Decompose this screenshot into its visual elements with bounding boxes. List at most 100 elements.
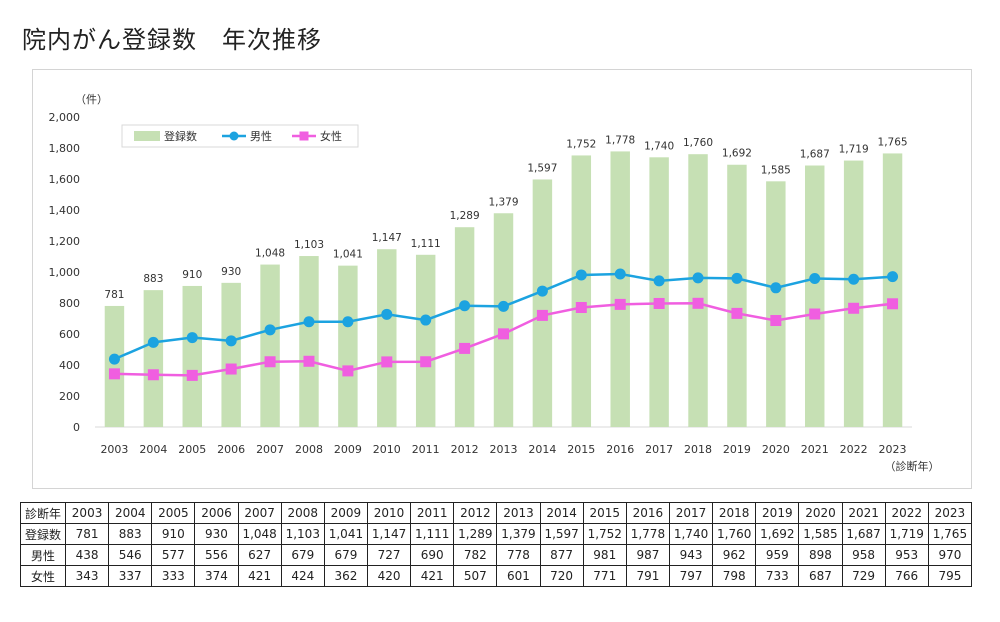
bar [143, 290, 164, 427]
x-tick-label: 2005 [178, 443, 206, 456]
table-row-label: 男性 [20, 544, 66, 566]
y-tick-label: 200 [59, 390, 80, 403]
table-year-cell: 2015 [582, 502, 627, 524]
table-year-cell: 2008 [280, 502, 325, 524]
table-row-label: 女性 [20, 565, 66, 587]
table-value-cell: 729 [841, 565, 886, 587]
bar [493, 213, 514, 427]
table-value-cell: 343 [64, 565, 110, 587]
male-point [186, 332, 198, 344]
female-point [459, 342, 471, 354]
bar-value-label: 1,719 [839, 144, 869, 156]
bar-value-label: 1,687 [800, 149, 830, 161]
bar [688, 154, 708, 427]
bar-value-label: 781 [104, 289, 124, 301]
female-point [614, 298, 626, 310]
table-value-cell: 1,692 [755, 523, 800, 545]
male-point [264, 324, 276, 336]
legend-label-male: 男性 [250, 129, 272, 143]
data-table: 診断年 2003 2004 2005 2006 2007 2008 2009 2010 2011 2… [20, 502, 973, 587]
female-point [381, 356, 393, 368]
table-value-cell: 601 [496, 565, 541, 587]
bar-value-label: 930 [221, 266, 241, 278]
table-value-cell: 1,147 [366, 523, 412, 545]
male-point [536, 285, 548, 297]
y-tick-label: 1,400 [49, 204, 81, 217]
table-value-cell: 627 [237, 544, 282, 566]
x-tick-label: 2016 [606, 443, 634, 456]
table-year-cell: 2012 [453, 502, 498, 524]
male-point [381, 308, 393, 320]
table-value-cell: 556 [194, 544, 239, 566]
table-year-cell: 2019 [755, 502, 800, 524]
table-value-cell: 930 [194, 523, 239, 545]
table-value-cell: 910 [151, 523, 196, 545]
table-value-cell: 727 [366, 544, 412, 566]
page-title: 院内がん登録数 年次推移 [22, 26, 322, 54]
bar-value-label: 910 [182, 269, 202, 281]
table-header-label: 診断年 [20, 502, 66, 524]
table-value-cell: 898 [798, 544, 843, 566]
table-value-cell: 791 [625, 565, 670, 587]
bar-value-label: 1,740 [644, 140, 674, 152]
bar [260, 264, 280, 427]
male-point [303, 316, 315, 328]
female-point [887, 298, 899, 310]
table-value-cell: 981 [582, 544, 627, 566]
table-value-cell: 421 [237, 565, 282, 587]
table-value-cell: 970 [927, 544, 973, 566]
table-value-cell: 421 [410, 565, 455, 587]
male-point [459, 300, 471, 312]
table-value-cell: 577 [151, 544, 196, 566]
y-tick-label: 1,000 [49, 266, 81, 279]
male-point [225, 335, 237, 347]
bar [415, 254, 436, 427]
table-value-cell: 687 [798, 565, 843, 587]
table-year-cell: 2020 [798, 502, 843, 524]
x-tick-label: 2020 [762, 443, 790, 456]
y-tick-label: 1,600 [49, 173, 81, 186]
female-point [848, 302, 860, 314]
legend-label-female: 女性 [320, 129, 342, 143]
female-point [420, 356, 432, 368]
female-point [264, 356, 276, 368]
table-value-cell: 1,041 [323, 523, 368, 545]
bar-value-label: 1,289 [450, 210, 480, 222]
male-point [653, 275, 665, 287]
female-point [809, 308, 821, 320]
legend-label-registrations: 登録数 [164, 129, 197, 143]
table-value-cell: 507 [453, 565, 498, 587]
chart: （件） 0 200 400 600 800 1,000 1,200 1,400 1,600 1,80… [49, 93, 940, 473]
y-axis-unit: （件） [75, 93, 108, 106]
female-point [692, 297, 704, 309]
legend-swatch-bar [134, 131, 160, 141]
table-value-cell: 781 [64, 523, 110, 545]
x-tick-label: 2014 [528, 443, 556, 456]
table-value-cell: 1,111 [410, 523, 455, 545]
female-point [536, 309, 548, 321]
bar [766, 181, 786, 427]
table-row-label: 登録数 [20, 523, 66, 545]
table-value-cell: 1,048 [237, 523, 282, 545]
x-tick-label: 2012 [451, 443, 479, 456]
table-value-cell: 1,597 [539, 523, 584, 545]
male-point [692, 272, 704, 284]
table-value-cell: 883 [108, 523, 153, 545]
table-year-cell: 2022 [884, 502, 929, 524]
table-year-cell: 2016 [625, 502, 670, 524]
table-row: 男性 438 546 577 556 627 679 679 727 690 782 778 877 98… [20, 544, 973, 566]
bar-value-label: 1,379 [488, 196, 518, 208]
y-tick-label: 400 [59, 359, 80, 372]
x-tick-label: 2023 [879, 443, 907, 456]
legend-swatch-female-marker [299, 131, 309, 141]
male-point [147, 336, 159, 348]
table-year-cell: 2009 [323, 502, 368, 524]
table-year-cell: 2005 [151, 502, 196, 524]
x-tick-label: 2010 [373, 443, 401, 456]
table-value-cell: 374 [194, 565, 239, 587]
table-value-cell: 771 [582, 565, 627, 587]
bar-value-label: 1,778 [605, 134, 635, 146]
table-value-cell: 546 [108, 544, 153, 566]
x-tick-label: 2004 [139, 443, 167, 456]
female-point [575, 301, 587, 313]
